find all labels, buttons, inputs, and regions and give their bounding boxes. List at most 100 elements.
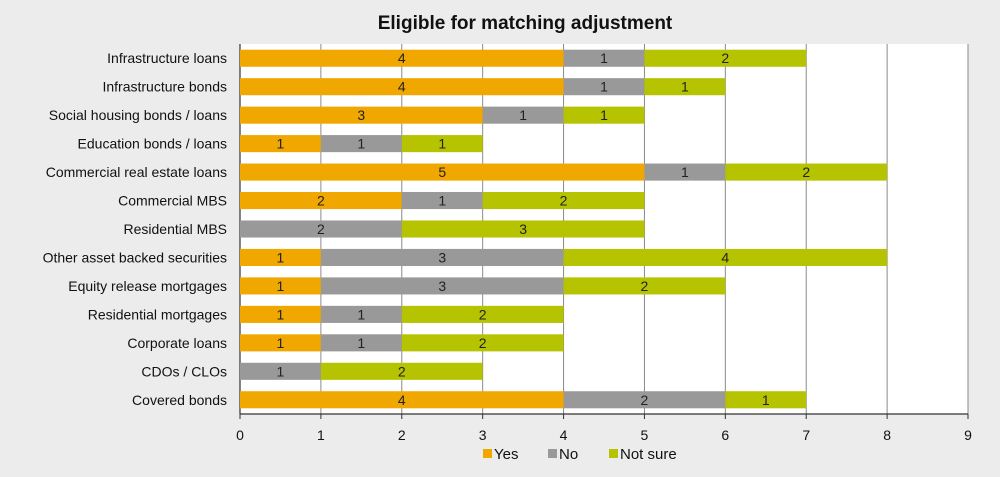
bar-segment-no [320, 277, 564, 295]
bar-segment-yes [240, 78, 564, 96]
legend-label: Not sure [620, 446, 677, 463]
bar-segment-no [320, 135, 402, 153]
data-label: 1 [762, 392, 770, 408]
bar-segment-yes [240, 277, 321, 295]
x-tick-label: 1 [317, 427, 325, 443]
bar-segment-no [320, 334, 402, 352]
data-label: 1 [681, 164, 689, 180]
bar-segment-not-sure [563, 277, 726, 295]
legend: Yes No Not sure [483, 446, 677, 463]
data-label: 3 [438, 278, 446, 294]
bar-segment-no [320, 305, 402, 323]
bar-segment-not-sure [401, 135, 483, 153]
legend-label: Yes [494, 446, 518, 463]
category-label: Equity release mortgages [68, 278, 227, 294]
data-label: 1 [277, 136, 285, 152]
bar-segment-yes [240, 248, 321, 266]
data-label: 3 [357, 107, 365, 123]
bar-segment-no [563, 49, 645, 67]
category-labels: Infrastructure loans Infrastructure bonds… [43, 50, 227, 408]
data-label: 1 [357, 306, 365, 322]
data-label: 1 [277, 278, 285, 294]
bars: 4 1 2 4 1 1 3 1 1 1 1 1 5 1 2 2 1 2 2 3 1 3 4 1 3 2 1 1 2 1 1 2 1 2 4 2 1 [240, 49, 888, 409]
bar-segment-yes [240, 334, 321, 352]
x-tick-label: 2 [398, 427, 406, 443]
bar-segment-no [320, 248, 564, 266]
data-label: 4 [398, 50, 406, 66]
category-label: Infrastructure bonds [102, 79, 227, 95]
data-label: 2 [479, 306, 487, 322]
bar-segment-no [563, 391, 726, 409]
bar-segment-yes [240, 192, 402, 210]
x-tick-label: 6 [721, 427, 729, 443]
bar-segment-no [401, 192, 483, 210]
data-label: 2 [641, 278, 649, 294]
bar-segment-yes [240, 305, 321, 323]
data-label: 2 [317, 221, 325, 237]
data-label: 3 [438, 249, 446, 265]
legend-swatch [548, 449, 557, 458]
data-label: 4 [398, 392, 406, 408]
category-label: CDOs / CLOs [141, 363, 227, 379]
data-label: 2 [398, 363, 406, 379]
chart-title: Eligible for matching adjustment [378, 13, 673, 34]
x-tick-label: 0 [236, 427, 244, 443]
data-label: 2 [560, 193, 568, 209]
category-label: Commercial MBS [118, 193, 227, 209]
data-label: 1 [600, 79, 608, 95]
data-label: 1 [681, 79, 689, 95]
data-label: 1 [277, 335, 285, 351]
data-label: 4 [398, 79, 406, 95]
x-tick-label: 9 [964, 427, 972, 443]
category-label: Residential mortgages [88, 306, 227, 322]
bar-segment-yes [240, 163, 645, 181]
bar-segment-not-sure [563, 248, 888, 266]
category-label: Other asset backed securities [43, 249, 227, 265]
bar-segment-yes [240, 391, 564, 409]
bar-segment-not-sure [644, 78, 726, 96]
bar-segment-not-sure [401, 334, 564, 352]
bar-segment-not-sure [401, 305, 564, 323]
bar-segment-no [482, 106, 564, 124]
x-tick-label: 7 [802, 427, 810, 443]
data-label: 1 [277, 306, 285, 322]
bar-segment-yes [240, 135, 321, 153]
legend-label: No [559, 446, 578, 463]
data-label: 1 [277, 249, 285, 265]
data-label: 1 [600, 50, 608, 66]
data-label: 2 [721, 50, 729, 66]
category-label: Infrastructure loans [107, 50, 227, 66]
data-label: 5 [438, 164, 446, 180]
category-label: Commercial real estate loans [46, 164, 227, 180]
x-tick-label: 4 [560, 427, 568, 443]
bar-segment-no [644, 163, 726, 181]
bar-segment-not-sure [482, 192, 645, 210]
data-label: 1 [600, 107, 608, 123]
data-label: 2 [802, 164, 810, 180]
bar-segment-not-sure [320, 362, 483, 380]
bar-segment-no [240, 362, 321, 380]
data-label: 2 [479, 335, 487, 351]
bar-segment-no [240, 220, 402, 238]
category-label: Social housing bonds / loans [49, 107, 227, 123]
bar-segment-not-sure [725, 391, 807, 409]
bar-segment-not-sure [563, 106, 645, 124]
data-label: 1 [438, 193, 446, 209]
category-label: Covered bonds [132, 392, 227, 408]
data-label: 1 [357, 136, 365, 152]
data-label: 1 [277, 363, 285, 379]
bar-segment-yes [240, 49, 564, 67]
x-tick-labels: 0 1 2 3 4 5 6 7 8 9 [236, 427, 972, 443]
category-label: Corporate loans [127, 335, 227, 351]
data-label: 3 [519, 221, 527, 237]
category-label: Residential MBS [124, 221, 228, 237]
x-tick-label: 5 [641, 427, 649, 443]
data-label: 2 [641, 392, 649, 408]
x-tick-label: 8 [883, 427, 891, 443]
data-label: 2 [317, 193, 325, 209]
legend-swatch [483, 449, 492, 458]
bar-segment-not-sure [725, 163, 888, 181]
category-label: Education bonds / loans [78, 136, 227, 152]
